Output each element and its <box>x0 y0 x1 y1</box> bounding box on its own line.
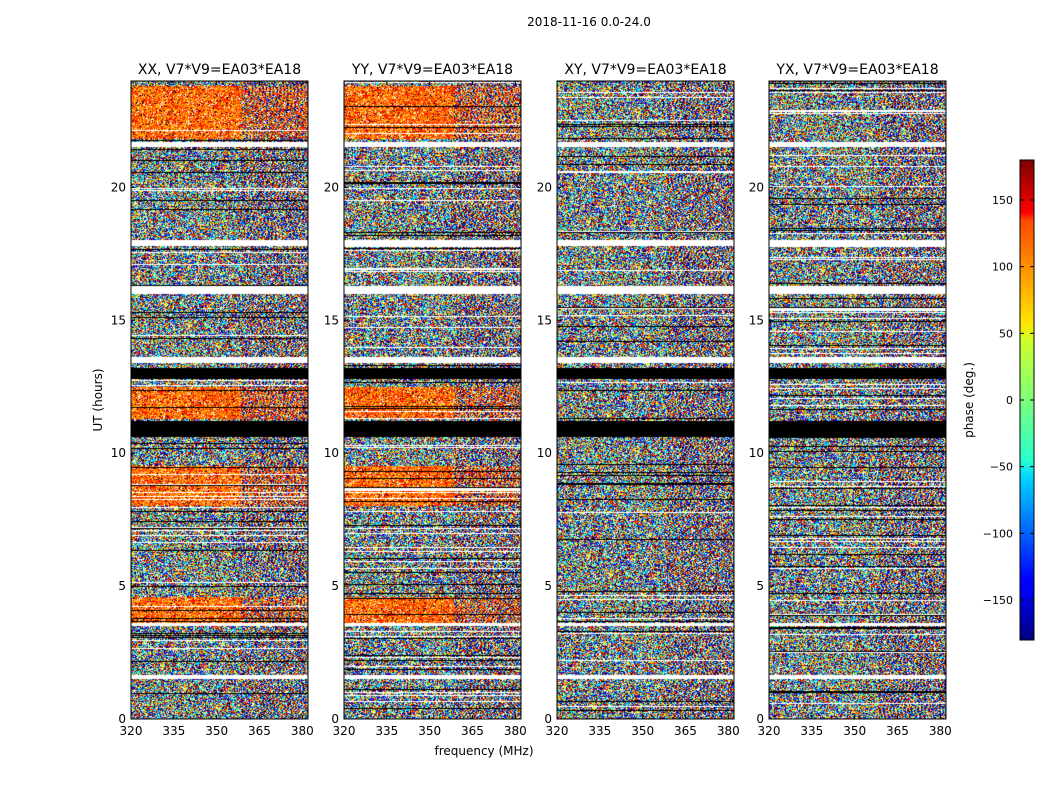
y-tick-label: 10 <box>111 446 126 460</box>
colorbar-tick-label: −50 <box>990 461 1013 474</box>
panel-title: XY, V7*V9=EA03*EA18 <box>564 62 726 78</box>
phase-heatmap <box>131 81 308 719</box>
y-tick-label: 15 <box>324 313 339 327</box>
x-tick-label: 320 <box>546 724 569 738</box>
y-tick-label: 15 <box>749 313 764 327</box>
colorbar-tick-label: 150 <box>992 194 1013 207</box>
panel-frame <box>130 80 309 720</box>
x-tick-label: 335 <box>375 724 398 738</box>
panel-3: YX, V7*V9=EA03*EA18 320 335 350 365 380 0 5 10 15… <box>749 62 952 738</box>
phase-heatmap-canvas <box>769 81 946 719</box>
y-tick-label: 20 <box>324 180 339 194</box>
x-tick-label: 380 <box>929 724 952 738</box>
y-tick-label: 0 <box>756 712 764 726</box>
panel-2: XY, V7*V9=EA03*EA18 320 335 350 365 380 0 5 10 15… <box>537 62 740 738</box>
y-tick-label: 20 <box>749 180 764 194</box>
y-tick-label: 0 <box>118 712 126 726</box>
y-tick-label: 10 <box>749 446 764 460</box>
x-tick-label: 380 <box>291 724 314 738</box>
y-tick-label: 15 <box>537 313 552 327</box>
x-tick-label: 365 <box>674 724 697 738</box>
colorbar-tick-label: 50 <box>999 327 1013 340</box>
y-tick-label: 20 <box>111 180 126 194</box>
y-tick-label: 10 <box>324 446 339 460</box>
y-tick-label: 10 <box>537 446 552 460</box>
x-tick-label: 320 <box>333 724 356 738</box>
y-tick-label: 5 <box>544 579 552 593</box>
panel-frame <box>343 80 522 720</box>
x-tick-label: 350 <box>418 724 441 738</box>
phase-heatmap-canvas <box>131 81 308 719</box>
y-tick-label: 0 <box>544 712 552 726</box>
y-tick-label: 5 <box>331 579 339 593</box>
x-tick-label: 380 <box>504 724 527 738</box>
colorbar-tick-label: 100 <box>992 261 1013 274</box>
colorbar-label: phase (deg.) <box>962 362 976 438</box>
colorbar: 150 100 50 0 −50 −100 −150 phase (deg.) <box>962 159 1035 641</box>
x-tick-label: 380 <box>717 724 740 738</box>
colorbar-tick-label: 0 <box>1006 394 1013 407</box>
colorbar-ticks: 150 100 50 0 −50 −100 −150 <box>983 194 1034 607</box>
panel-frame <box>768 80 947 720</box>
colorbar-tick-label: −100 <box>983 527 1013 540</box>
x-tick-label: 365 <box>248 724 271 738</box>
phase-heatmap <box>344 81 521 719</box>
phase-heatmap <box>557 81 734 719</box>
x-tick-label: 350 <box>843 724 866 738</box>
y-axis-label: UT (hours) <box>91 368 105 431</box>
y-tick-label: 15 <box>111 313 126 327</box>
x-tick-label: 350 <box>205 724 228 738</box>
panel-title: YX, V7*V9=EA03*EA18 <box>775 62 938 78</box>
x-tick-label: 335 <box>162 724 185 738</box>
panel-title: XX, V7*V9=EA03*EA18 <box>138 62 301 78</box>
panel-title: YY, V7*V9=EA03*EA18 <box>351 62 513 78</box>
x-tick-label: 320 <box>120 724 143 738</box>
x-tick-label: 335 <box>800 724 823 738</box>
y-tick-label: 5 <box>756 579 764 593</box>
suptitle: 2018-11-16 0.0-24.0 <box>527 15 651 29</box>
panel-0: XX, V7*V9=EA03*EA18 320 335 350 365 380 0 5 10 15… <box>111 62 314 738</box>
phase-heatmap-canvas <box>557 81 734 719</box>
x-tick-label: 365 <box>886 724 909 738</box>
colorbar-tick-label: −150 <box>983 594 1013 607</box>
phase-heatmap <box>769 81 946 719</box>
x-tick-label: 335 <box>588 724 611 738</box>
y-tick-label: 20 <box>537 180 552 194</box>
x-tick-label: 320 <box>758 724 781 738</box>
panel-frame <box>556 80 735 720</box>
y-tick-label: 5 <box>118 579 126 593</box>
phase-heatmap-canvas <box>344 81 521 719</box>
x-tick-label: 365 <box>461 724 484 738</box>
panels-group: XX, V7*V9=EA03*EA18 320 335 350 365 380 0 5 10 15… <box>111 62 952 738</box>
panel-1: YY, V7*V9=EA03*EA18 320 335 350 365 380 0 5 10 15… <box>324 62 527 738</box>
x-axis-label: frequency (MHz) <box>434 744 533 758</box>
x-tick-label: 350 <box>631 724 654 738</box>
y-tick-label: 0 <box>331 712 339 726</box>
